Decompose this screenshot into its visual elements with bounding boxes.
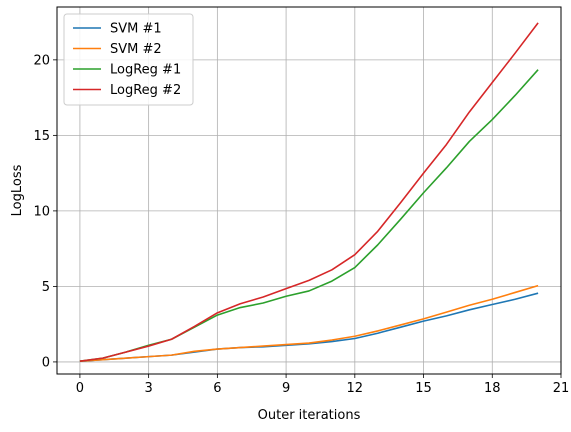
x-tick-label: 9 bbox=[282, 381, 290, 396]
legend-label: LogReg #1 bbox=[110, 63, 181, 78]
legend-label: LogReg #2 bbox=[110, 83, 181, 98]
x-axis-label: Outer iterations bbox=[258, 408, 361, 423]
y-tick-label: 20 bbox=[33, 53, 50, 68]
x-tick-label: 6 bbox=[213, 381, 221, 396]
x-tick-label: 18 bbox=[484, 381, 501, 396]
x-tick-label: 21 bbox=[553, 381, 570, 396]
y-tick-label: 0 bbox=[42, 355, 50, 370]
x-tick-label: 12 bbox=[347, 381, 364, 396]
legend-label: SVM #1 bbox=[110, 22, 162, 37]
y-tick-label: 5 bbox=[42, 280, 50, 295]
y-axis-label: LogLoss bbox=[10, 164, 25, 216]
x-tick-label: 0 bbox=[76, 381, 84, 396]
y-tick-label: 10 bbox=[33, 204, 50, 219]
x-tick-label: 3 bbox=[144, 381, 152, 396]
x-tick-label: 15 bbox=[415, 381, 432, 396]
legend: SVM #1 SVM #2 LogReg #1 LogReg #2 bbox=[64, 14, 193, 105]
y-tick-label: 15 bbox=[33, 129, 50, 144]
legend-label: SVM #2 bbox=[110, 42, 162, 57]
